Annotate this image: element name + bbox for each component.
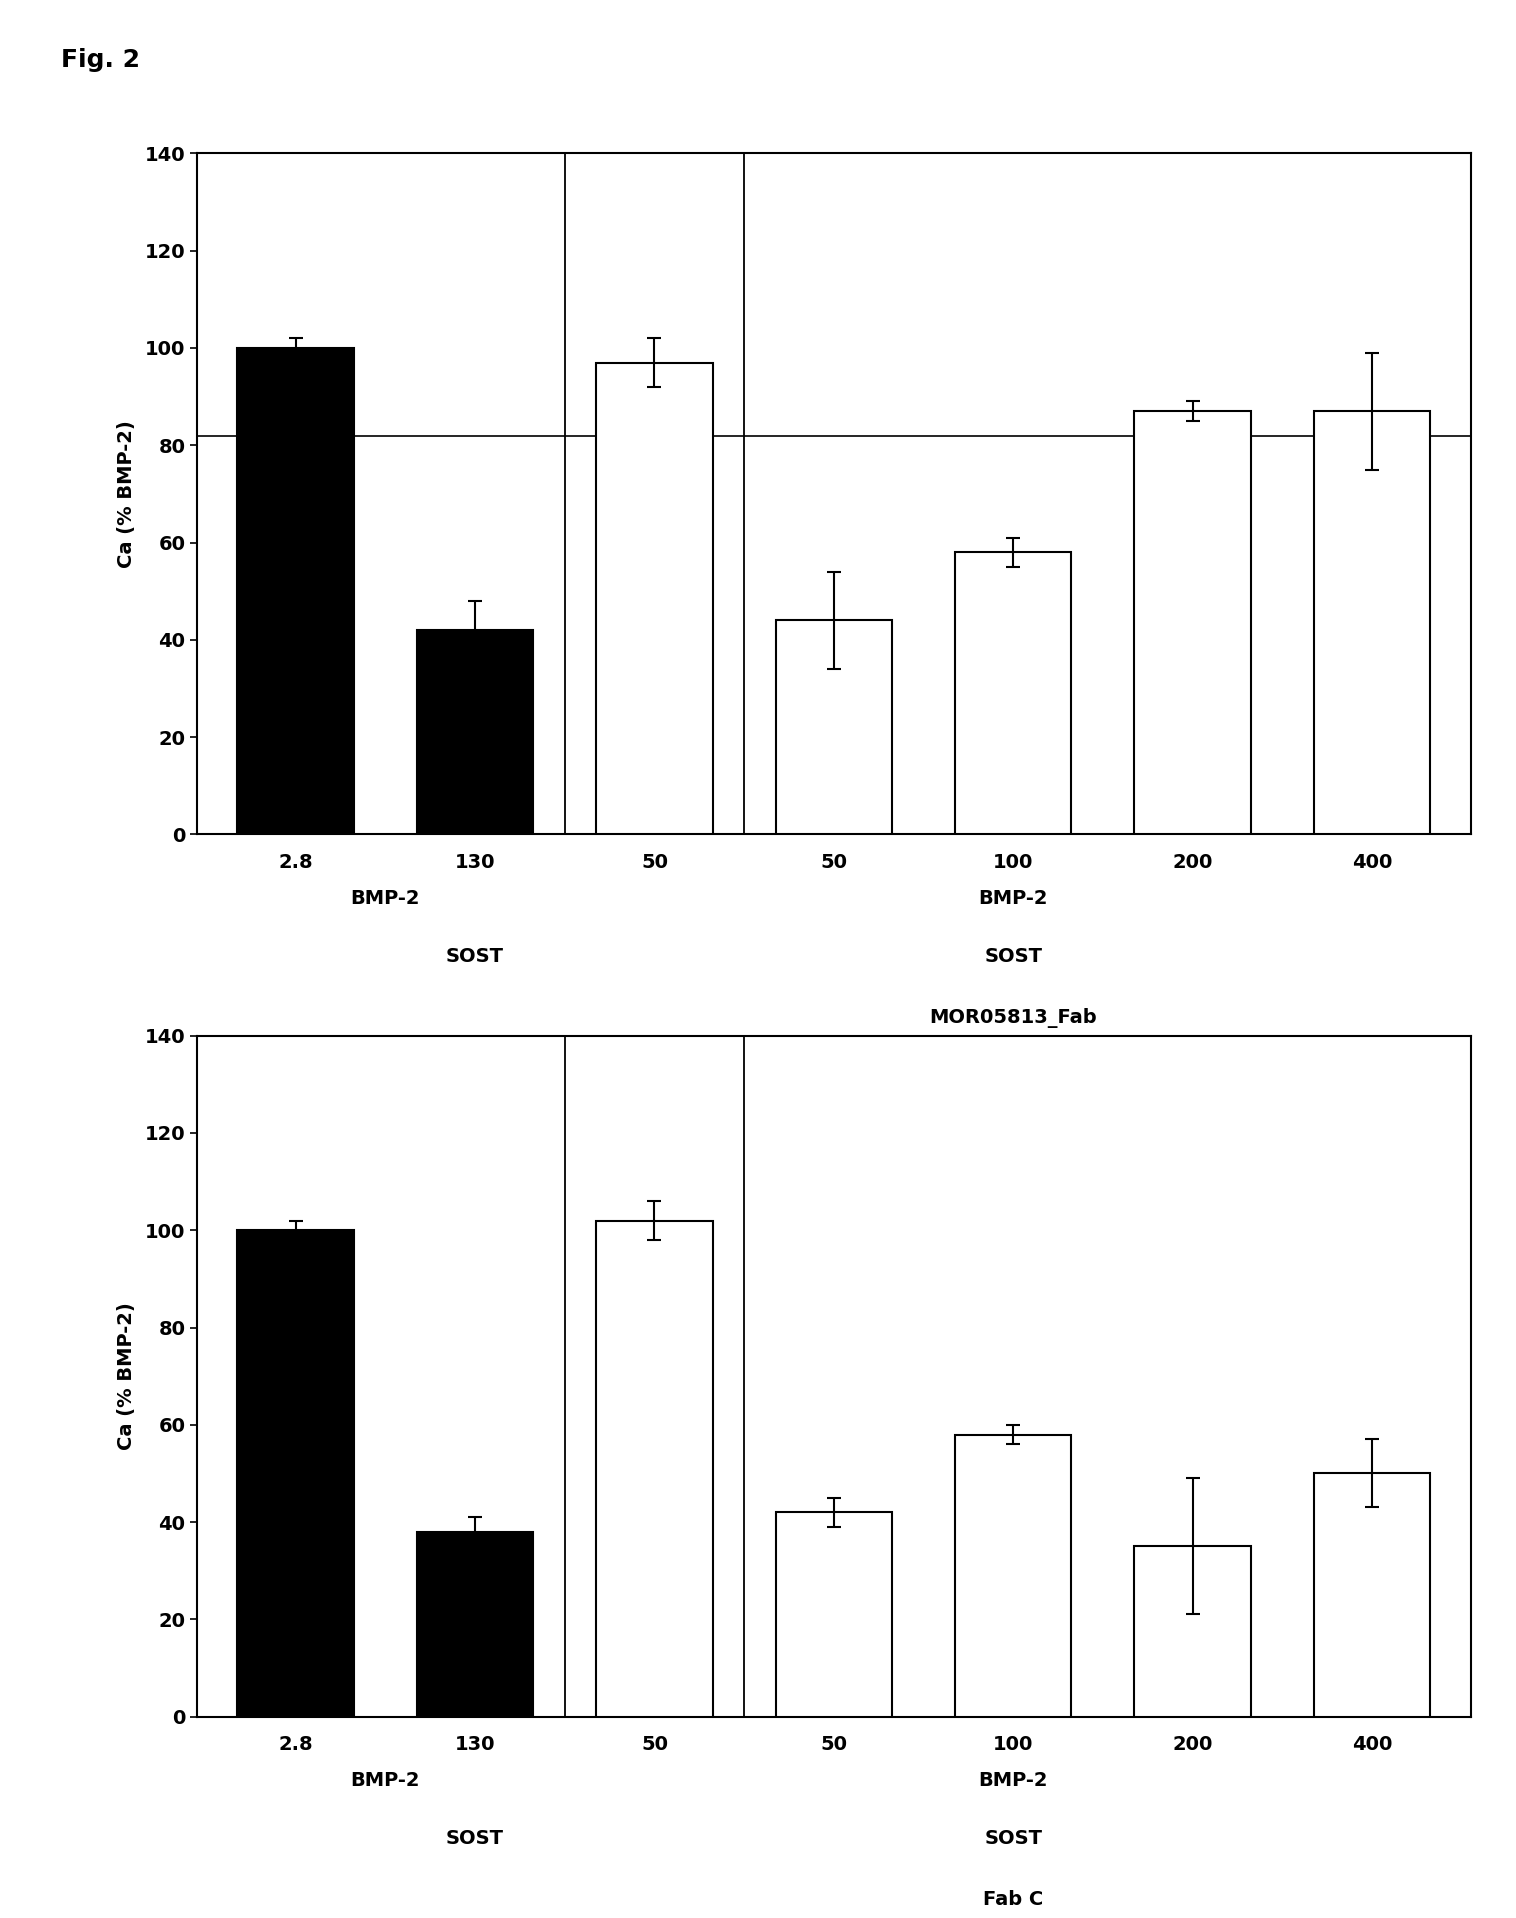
Text: SOST: SOST <box>446 947 505 965</box>
Bar <box>596 363 713 834</box>
Text: Fab C: Fab C <box>982 1891 1043 1908</box>
Text: BMP-2: BMP-2 <box>978 888 1048 907</box>
Y-axis label: Ca (% BMP-2): Ca (% BMP-2) <box>117 1302 136 1450</box>
Y-axis label: Ca (% BMP-2): Ca (% BMP-2) <box>117 420 136 568</box>
Text: BMP-2: BMP-2 <box>978 1770 1048 1789</box>
Text: SOST: SOST <box>984 947 1041 965</box>
Bar <box>776 620 891 834</box>
Text: SOST: SOST <box>446 1830 505 1847</box>
Bar <box>238 347 355 834</box>
Bar <box>1134 1546 1251 1717</box>
Bar <box>417 629 534 834</box>
Bar <box>596 1220 713 1717</box>
Bar <box>1134 410 1251 834</box>
Bar <box>238 1229 355 1717</box>
Text: MOR05813_Fab: MOR05813_Fab <box>929 1009 1098 1028</box>
Bar <box>417 1532 534 1717</box>
Bar <box>1313 410 1430 834</box>
Bar <box>955 1435 1072 1717</box>
Text: SOST: SOST <box>984 1830 1041 1847</box>
Text: Fig. 2: Fig. 2 <box>61 48 139 73</box>
Text: BMP-2: BMP-2 <box>350 888 420 907</box>
Bar <box>776 1511 891 1717</box>
Text: BMP-2: BMP-2 <box>350 1770 420 1789</box>
Bar <box>955 552 1072 834</box>
Bar <box>1313 1473 1430 1717</box>
